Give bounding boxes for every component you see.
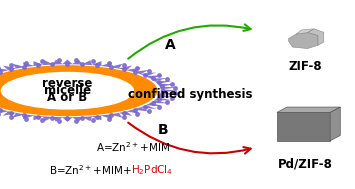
Polygon shape bbox=[160, 86, 177, 89]
Text: micelle: micelle bbox=[44, 84, 91, 97]
Polygon shape bbox=[126, 109, 141, 114]
Polygon shape bbox=[23, 62, 34, 67]
FancyArrowPatch shape bbox=[128, 123, 251, 153]
Polygon shape bbox=[53, 117, 63, 122]
Polygon shape bbox=[0, 70, 2, 74]
Polygon shape bbox=[133, 70, 149, 74]
Text: B=Zn$^{2+}$+MIM+: B=Zn$^{2+}$+MIM+ bbox=[49, 163, 131, 177]
Text: B: B bbox=[158, 123, 169, 137]
Polygon shape bbox=[140, 105, 157, 109]
Polygon shape bbox=[151, 78, 168, 81]
Polygon shape bbox=[62, 117, 73, 122]
Text: A or B: A or B bbox=[47, 91, 88, 104]
Text: ZIF-8: ZIF-8 bbox=[289, 60, 322, 73]
Text: A=Zn$^{2+}$+MIM: A=Zn$^{2+}$+MIM bbox=[96, 140, 170, 154]
Polygon shape bbox=[43, 60, 53, 65]
Polygon shape bbox=[3, 111, 17, 116]
Polygon shape bbox=[3, 66, 17, 70]
Polygon shape bbox=[12, 64, 26, 69]
Polygon shape bbox=[91, 61, 102, 66]
Polygon shape bbox=[91, 115, 102, 120]
Polygon shape bbox=[53, 60, 63, 65]
Text: A: A bbox=[165, 38, 176, 52]
Text: confined synthesis: confined synthesis bbox=[128, 88, 252, 101]
Polygon shape bbox=[12, 113, 26, 118]
Polygon shape bbox=[43, 116, 53, 121]
Text: reverse: reverse bbox=[42, 77, 93, 90]
Polygon shape bbox=[146, 103, 163, 106]
Polygon shape bbox=[33, 115, 44, 120]
Polygon shape bbox=[118, 66, 132, 70]
Polygon shape bbox=[140, 72, 157, 76]
Polygon shape bbox=[109, 64, 122, 69]
Polygon shape bbox=[330, 107, 340, 141]
Polygon shape bbox=[154, 98, 172, 100]
Polygon shape bbox=[277, 112, 330, 141]
Polygon shape bbox=[100, 62, 112, 67]
Polygon shape bbox=[0, 109, 9, 114]
Polygon shape bbox=[158, 95, 175, 98]
Polygon shape bbox=[158, 84, 175, 87]
Polygon shape bbox=[146, 75, 163, 79]
Polygon shape bbox=[118, 111, 132, 116]
Polygon shape bbox=[161, 89, 178, 92]
Ellipse shape bbox=[1, 72, 134, 110]
Text: Pd/ZIF-8: Pd/ZIF-8 bbox=[278, 158, 333, 171]
Polygon shape bbox=[154, 81, 172, 84]
Ellipse shape bbox=[0, 65, 158, 116]
Polygon shape bbox=[109, 113, 122, 118]
Polygon shape bbox=[0, 67, 9, 72]
Text: H$_2$PdCl$_4$: H$_2$PdCl$_4$ bbox=[131, 163, 174, 177]
Polygon shape bbox=[126, 67, 141, 72]
Polygon shape bbox=[160, 92, 177, 95]
FancyArrowPatch shape bbox=[128, 24, 251, 59]
Polygon shape bbox=[296, 29, 314, 34]
Polygon shape bbox=[82, 60, 92, 65]
Polygon shape bbox=[62, 60, 73, 64]
Polygon shape bbox=[72, 117, 82, 122]
Polygon shape bbox=[151, 100, 168, 103]
Polygon shape bbox=[33, 61, 44, 66]
Polygon shape bbox=[72, 60, 82, 65]
Polygon shape bbox=[307, 29, 324, 45]
Polygon shape bbox=[289, 33, 318, 49]
Polygon shape bbox=[23, 114, 34, 119]
Polygon shape bbox=[277, 107, 340, 112]
Polygon shape bbox=[0, 107, 2, 112]
Polygon shape bbox=[82, 116, 92, 121]
Polygon shape bbox=[133, 107, 149, 112]
Polygon shape bbox=[100, 114, 112, 119]
